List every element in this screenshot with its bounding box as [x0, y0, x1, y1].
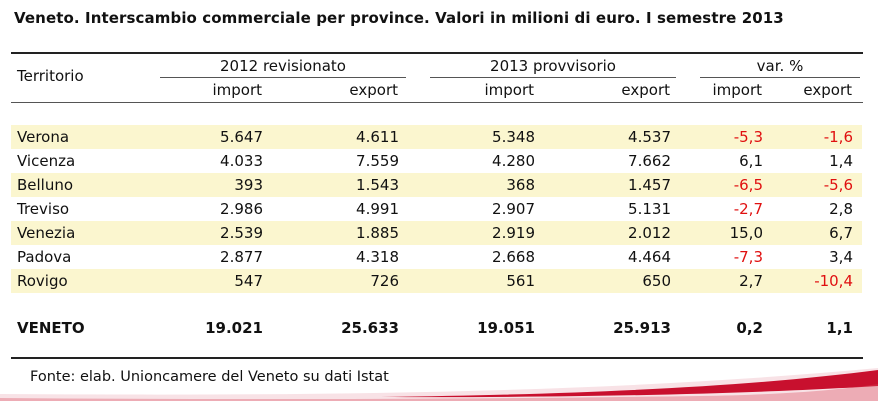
import-2013: 2.919: [492, 224, 535, 242]
export-2012: 1.543: [356, 176, 399, 194]
table-row: Verona 5.647 4.611 5.348 4.537 -5,3 -1,6: [11, 125, 862, 149]
header-territorio: Territorio: [17, 67, 84, 85]
import-2012: 2.539: [220, 224, 263, 242]
export-2013: 650: [642, 272, 671, 290]
row-name: Venezia: [17, 224, 76, 242]
rule-2013: [430, 77, 676, 78]
import-2013: 2.668: [492, 248, 535, 266]
header-import-2012: import: [212, 81, 262, 99]
header-export-var: export: [803, 81, 852, 99]
header-export-2012: export: [349, 81, 398, 99]
export-2013: 5.131: [628, 200, 671, 218]
export-2013: 2.012: [628, 224, 671, 242]
row-name: Vicenza: [17, 152, 76, 170]
rule-2012: [160, 77, 406, 78]
header-2013: 2013 provvisorio: [490, 57, 616, 75]
export-2013: 7.662: [628, 152, 671, 170]
var-import: -5,3: [733, 128, 763, 146]
var-import: 6,1: [739, 152, 763, 170]
rule-var: [700, 77, 860, 78]
import-2012: 393: [234, 176, 263, 194]
var-export: 6,7: [829, 224, 853, 242]
var-export: 3,4: [829, 248, 853, 266]
table-title: Veneto. Interscambio commerciale per pro…: [14, 9, 784, 27]
var-import: -6,5: [733, 176, 763, 194]
export-2013: 4.464: [628, 248, 671, 266]
import-2013: 561: [506, 272, 535, 290]
import-2013: 5.348: [492, 128, 535, 146]
export-2012: 4.611: [356, 128, 399, 146]
var-export: 2,8: [829, 200, 853, 218]
import-2012: 4.033: [220, 152, 263, 170]
header-import-var: import: [712, 81, 762, 99]
var-export: 1,4: [829, 152, 853, 170]
top-rule: [11, 52, 863, 54]
table-row: Venezia 2.539 1.885 2.919 2.012 15,0 6,7: [11, 221, 862, 245]
header-export-2013: export: [621, 81, 670, 99]
var-import: 0,2: [736, 319, 763, 337]
import-2013: 19.051: [477, 319, 535, 337]
export-2012: 7.559: [356, 152, 399, 170]
row-name: VENETO: [17, 319, 85, 337]
import-2012: 5.647: [220, 128, 263, 146]
import-2012: 2.877: [220, 248, 263, 266]
source-note: Fonte: elab. Unioncamere del Veneto su d…: [30, 369, 389, 385]
table-row: Belluno 393 1.543 368 1.457 -6,5 -5,6: [11, 173, 862, 197]
var-export: 1,1: [826, 319, 853, 337]
var-import: 15,0: [729, 224, 763, 242]
import-2013: 4.280: [492, 152, 535, 170]
import-2012: 2.986: [220, 200, 263, 218]
header-var: var. %: [756, 57, 804, 75]
var-import: 2,7: [739, 272, 763, 290]
bottom-rule: [11, 357, 863, 359]
var-import: -2,7: [733, 200, 763, 218]
export-2012: 4.991: [356, 200, 399, 218]
export-2012: 1.885: [356, 224, 399, 242]
export-2012: 25.633: [341, 319, 399, 337]
export-2012: 4.318: [356, 248, 399, 266]
table-row: Rovigo 547 726 561 650 2,7 -10,4: [11, 269, 862, 293]
total-row: VENETO 19.021 25.633 19.051 25.913 0,2 1…: [11, 316, 862, 340]
row-name: Rovigo: [17, 272, 68, 290]
footer-swoosh: [0, 368, 878, 401]
row-name: Treviso: [17, 200, 70, 218]
var-export: -1,6: [823, 128, 853, 146]
header-2012: 2012 revisionato: [220, 57, 346, 75]
import-2012: 547: [234, 272, 263, 290]
table-row: Vicenza 4.033 7.559 4.280 7.662 6,1 1,4: [11, 149, 862, 173]
header-bottom-rule: [11, 102, 863, 103]
table-row: Treviso 2.986 4.991 2.907 5.131 -2,7 2,8: [11, 197, 862, 221]
var-import: -7,3: [733, 248, 763, 266]
export-2013: 1.457: [628, 176, 671, 194]
import-2013: 2.907: [492, 200, 535, 218]
export-2013: 25.913: [613, 319, 671, 337]
header-import-2013: import: [484, 81, 534, 99]
table-row: Padova 2.877 4.318 2.668 4.464 -7,3 3,4: [11, 245, 862, 269]
row-name: Padova: [17, 248, 72, 266]
export-2012: 726: [370, 272, 399, 290]
var-export: -5,6: [823, 176, 853, 194]
export-2013: 4.537: [628, 128, 671, 146]
import-2013: 368: [506, 176, 535, 194]
import-2012: 19.021: [205, 319, 263, 337]
row-name: Verona: [17, 128, 70, 146]
row-name: Belluno: [17, 176, 74, 194]
var-export: -10,4: [814, 272, 853, 290]
